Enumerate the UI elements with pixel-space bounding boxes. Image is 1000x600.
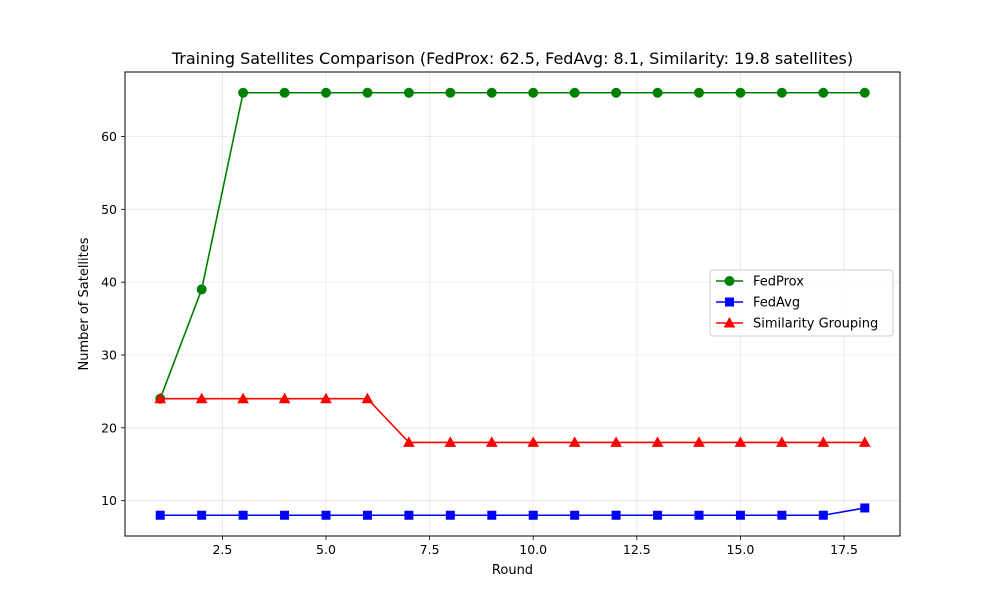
data-point-fedprox [238, 87, 249, 98]
data-point-fedavg [280, 510, 290, 520]
x-tick-label: 5.0 [316, 542, 336, 557]
data-point-similarity-grouping [485, 436, 498, 447]
series-fedprox [155, 87, 870, 404]
data-point-fedavg [487, 510, 497, 520]
legend-marker [723, 316, 736, 328]
data-point-fedavg [404, 510, 414, 520]
y-tick-label: 50 [101, 202, 117, 217]
data-point-fedavg [818, 510, 828, 520]
y-tick-label: 10 [101, 493, 117, 508]
chart-title: Training Satellites Comparison (FedProx:… [171, 49, 853, 68]
data-point-fedavg [238, 510, 248, 520]
x-tick-label: 7.5 [420, 542, 440, 557]
data-point-fedprox [279, 87, 290, 98]
series-layer [154, 87, 871, 520]
data-point-fedavg [197, 510, 207, 520]
legend: FedProx FedAvg Similarity Grouping [709, 269, 894, 337]
data-point-fedprox [445, 87, 456, 98]
series-similarity-grouping [154, 392, 871, 447]
data-point-similarity-grouping [610, 436, 622, 447]
x-tick-label: 2.5 [212, 542, 232, 557]
data-point-similarity-grouping [858, 436, 871, 447]
data-point-fedprox [693, 87, 704, 98]
data-point-fedprox [611, 87, 622, 98]
data-point-similarity-grouping [278, 392, 291, 404]
data-point-fedprox [362, 87, 373, 98]
data-point-fedavg [735, 510, 745, 520]
data-point-similarity-grouping [361, 392, 374, 404]
legend-box [709, 269, 894, 337]
data-point-similarity-grouping [195, 392, 208, 404]
legend-label: Similarity Grouping [753, 317, 878, 332]
y-axis-label: Number of Satellites [77, 237, 92, 370]
legend-label: FedProx [753, 275, 804, 290]
data-point-fedprox [776, 87, 787, 98]
legend-item-fedprox: FedProx [716, 275, 804, 290]
data-point-fedprox [569, 87, 580, 98]
data-point-fedprox [735, 87, 746, 98]
data-point-fedavg [653, 510, 663, 520]
data-point-fedprox [321, 87, 332, 98]
series-line-fedprox [159, 91, 865, 399]
y-tick-label: 40 [101, 275, 117, 290]
data-point-fedavg [321, 510, 331, 520]
data-point-similarity-grouping [651, 436, 664, 447]
series-fedavg [155, 503, 870, 520]
data-point-fedprox [652, 87, 663, 98]
ticks: 2.5 5.0 7.5 10.0 12.5 15.0 17.5 10 20 30 40 50 60 [101, 129, 858, 557]
data-point-fedprox [859, 87, 870, 98]
data-point-similarity-grouping [568, 436, 581, 447]
data-point-fedavg [611, 510, 621, 520]
data-point-fedavg [155, 510, 165, 520]
data-point-fedavg [362, 510, 372, 520]
data-point-fedavg [528, 510, 538, 520]
data-point-fedprox [196, 284, 207, 295]
x-tick-label: 12.5 [623, 542, 651, 557]
y-tick-label: 30 [101, 347, 117, 362]
legend-item-fedavg: FedAvg [716, 296, 800, 311]
data-point-fedprox [818, 87, 829, 98]
data-point-fedavg [860, 503, 870, 513]
x-tick-label: 15.0 [727, 542, 755, 557]
data-point-similarity-grouping [817, 436, 830, 447]
data-point-fedavg [777, 510, 787, 520]
data-point-fedavg [570, 510, 580, 520]
series-line-similarity-grouping [160, 397, 865, 444]
data-point-similarity-grouping [776, 436, 788, 447]
series-line-fedavg [160, 507, 865, 517]
legend-item-similarity-grouping: Similarity Grouping [716, 317, 878, 332]
x-tick-label: 10.0 [519, 542, 547, 557]
data-point-similarity-grouping [444, 436, 457, 447]
data-point-fedprox [486, 87, 497, 98]
data-point-fedavg [694, 510, 704, 520]
x-axis-label: Round [492, 563, 533, 578]
data-point-similarity-grouping [237, 392, 249, 404]
data-point-similarity-grouping [693, 436, 705, 447]
y-tick-label: 60 [101, 129, 117, 144]
data-point-fedprox [403, 87, 414, 98]
legend-label: FedAvg [753, 296, 800, 311]
data-point-fedavg [445, 510, 455, 520]
x-tick-label: 17.5 [830, 542, 858, 557]
legend-marker [725, 297, 734, 307]
data-point-similarity-grouping [320, 392, 332, 404]
y-tick-label: 20 [101, 420, 117, 435]
data-point-similarity-grouping [527, 436, 540, 447]
data-point-similarity-grouping [403, 436, 415, 447]
legend-marker [724, 276, 735, 286]
plot-frame [124, 71, 901, 537]
data-point-similarity-grouping [734, 436, 747, 447]
data-point-similarity-grouping [154, 392, 167, 404]
data-point-fedprox [528, 87, 539, 98]
